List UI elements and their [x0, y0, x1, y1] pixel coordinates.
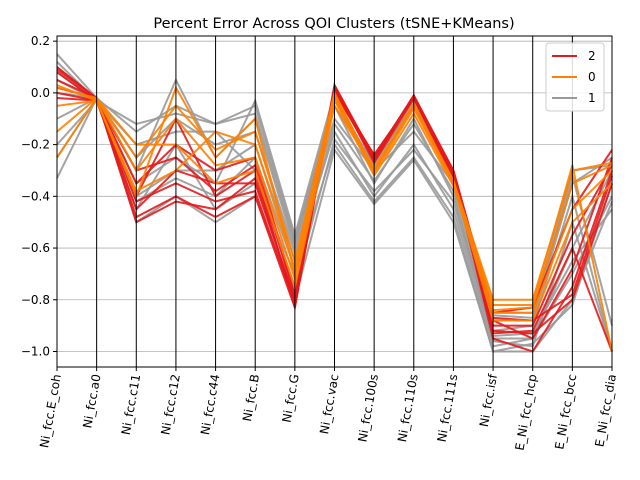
y-tick-label: −0.6 — [21, 241, 50, 255]
y-tick-label: 0.0 — [31, 86, 50, 100]
y-tick-label: −0.2 — [21, 138, 50, 152]
legend: 2 0 1 — [545, 42, 605, 112]
y-tick-label: −1.0 — [21, 344, 50, 358]
legend-label: 1 — [588, 91, 596, 105]
plot-area — [56, 35, 613, 368]
legend-label: 2 — [588, 49, 596, 63]
legend-label: 0 — [588, 70, 596, 84]
y-tick-label: 0.2 — [31, 34, 50, 48]
y-tick-label: −0.4 — [21, 189, 50, 203]
chart-title: Percent Error Across QOI Clusters (tSNE+… — [153, 16, 514, 32]
y-axis: 0.2 0.0 −0.2 −0.4 −0.6 −0.8 −1.0 — [21, 34, 57, 358]
y-tick-label: −0.8 — [21, 293, 50, 307]
